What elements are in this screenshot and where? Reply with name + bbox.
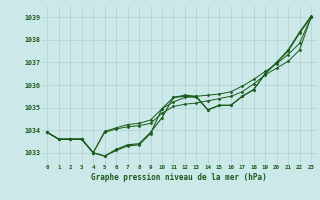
X-axis label: Graphe pression niveau de la mer (hPa): Graphe pression niveau de la mer (hPa) — [91, 173, 267, 182]
